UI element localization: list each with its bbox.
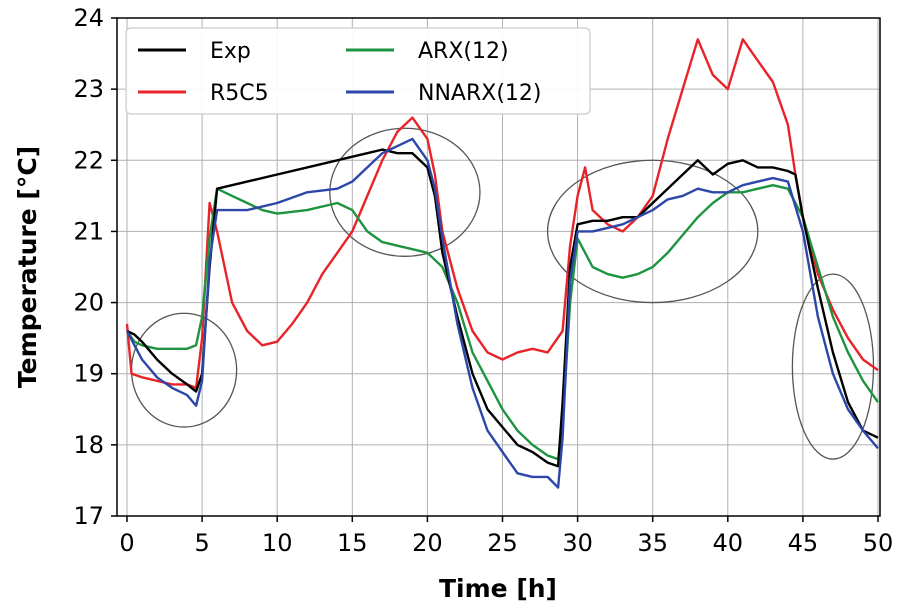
y-tick-label: 17 [73, 502, 104, 530]
series-lines [125, 38, 879, 489]
x-tick-label: 40 [713, 529, 744, 557]
x-tick-label: 50 [863, 529, 894, 557]
y-tick-label: 20 [73, 289, 104, 317]
x-tick-label: 20 [412, 529, 443, 557]
x-tick-label: 15 [337, 529, 368, 557]
x-tick-labels: 0 5 10 15 20 25 30 35 40 45 50 [119, 529, 893, 557]
x-axis-label: Time [h] [439, 574, 557, 603]
legend-label: ARX(12) [418, 39, 509, 64]
series-line-r5c5 [125, 38, 879, 390]
x-tick-label: 30 [562, 529, 593, 557]
highlight-ellipse [329, 127, 481, 257]
x-tick-label: 0 [119, 529, 134, 557]
x-tick-label: 5 [194, 529, 209, 557]
highlight-ellipse [546, 159, 759, 304]
plot-frame [116, 17, 881, 517]
legend-box [125, 27, 591, 115]
y-tick-label: 22 [73, 146, 104, 174]
y-tick-label: 19 [73, 360, 104, 388]
legend-label: R5C5 [210, 81, 269, 106]
series-line-exp [126, 148, 879, 468]
x-tick-label: 25 [487, 529, 518, 557]
legend-label: NNARX(12) [418, 81, 541, 106]
y-tick-label: 21 [73, 217, 104, 245]
x-tick-label: 10 [262, 529, 293, 557]
y-tick-label: 18 [73, 431, 104, 459]
series-line-nnarx-12 [125, 137, 879, 489]
y-tick-label: 24 [73, 4, 104, 32]
legend: Exp R5C5 ARX(12) NNARX(12) [125, 27, 591, 115]
x-tick-label: 45 [788, 529, 819, 557]
y-tick-label: 23 [73, 75, 104, 103]
y-axis-label: Temperature [°C] [13, 146, 42, 388]
y-tick-labels: 17 18 19 20 21 22 23 24 [73, 4, 104, 530]
legend-label: Exp [210, 39, 251, 64]
x-tick-label: 35 [637, 529, 668, 557]
